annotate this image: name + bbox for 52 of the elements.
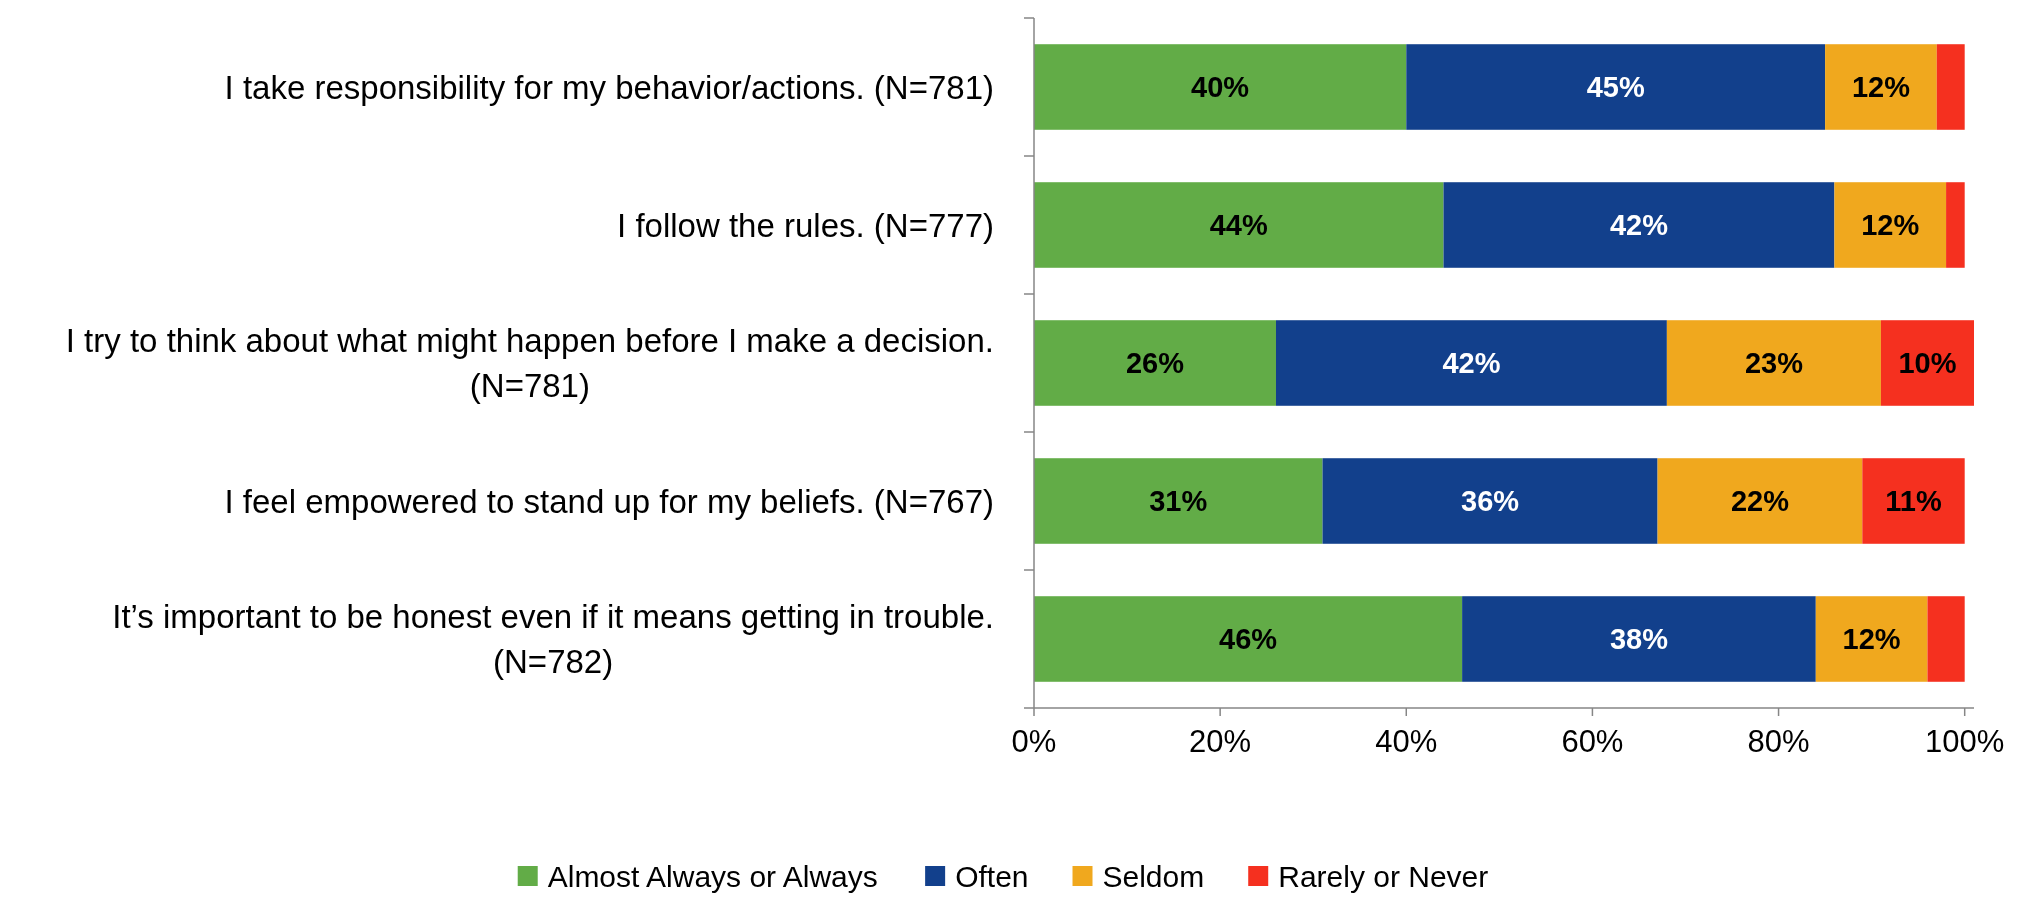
data-label: 40% [1191, 71, 1250, 104]
data-label: 42% [1609, 209, 1669, 242]
bar [1825, 44, 1937, 130]
y-tick-label: I follow the rules. (N=777) [617, 206, 994, 244]
data-label: 12% [1861, 209, 1920, 242]
bar [1946, 182, 1965, 268]
data-label: 12% [1842, 623, 1901, 656]
bar [1880, 320, 1974, 406]
bar [1406, 44, 1826, 130]
x-tick-label: 0% [1011, 724, 1057, 759]
bar [1034, 182, 1444, 268]
bar [1834, 182, 1947, 268]
data-label: 44% [1209, 209, 1268, 242]
data-label: 12% [1851, 71, 1911, 104]
bar [1815, 596, 1928, 682]
data-label: 36% [1461, 485, 1520, 518]
legend-label: Rarely or Never [1278, 859, 1489, 893]
y-tick-label: It’s important to be honest even if it means getting in trouble. (N=782) [112, 598, 994, 680]
x-tick-label: 60% [1561, 724, 1624, 759]
data-label: 26% [1125, 347, 1185, 380]
data-label: 38% [1609, 623, 1669, 656]
bar [1443, 182, 1835, 268]
x-tick-label: 40% [1375, 724, 1438, 759]
bar [1034, 44, 1407, 130]
data-label: 46% [1219, 623, 1278, 656]
bar [1462, 596, 1816, 682]
x-tick-label: 100% [1925, 724, 2005, 759]
bar [1927, 596, 1965, 682]
y-tick-label: I try to think about what might happen before I make a decision. (N=781) [65, 322, 994, 404]
data-label: 22% [1730, 485, 1790, 518]
bar [1657, 458, 1863, 544]
bar [1034, 320, 1276, 406]
data-label: 31% [1149, 485, 1208, 518]
bar [1322, 458, 1658, 544]
legend-label: Seldom [1102, 859, 1205, 893]
legend-label: Often [955, 859, 1029, 893]
x-tick-label: 80% [1747, 724, 1810, 759]
data-label: 45% [1586, 71, 1645, 104]
data-label: 11% [1885, 485, 1942, 518]
x-tick-label: 20% [1189, 724, 1252, 759]
bar [1862, 458, 1965, 544]
bar [1936, 44, 1965, 130]
legend-label: Almost Always or Always [547, 859, 878, 893]
y-tick-label: I take responsibility for my behavior/actions. (N=781) [224, 68, 994, 106]
data-label: 10% [1898, 347, 1957, 380]
bar [1034, 596, 1463, 682]
bar [1034, 458, 1323, 544]
data-label: 42% [1442, 347, 1501, 380]
bar [1275, 320, 1667, 406]
y-tick-label: I feel empowered to stand up for my beliefs. (N=767) [224, 482, 994, 520]
bar [1666, 320, 1881, 406]
data-label: 23% [1744, 347, 1804, 380]
